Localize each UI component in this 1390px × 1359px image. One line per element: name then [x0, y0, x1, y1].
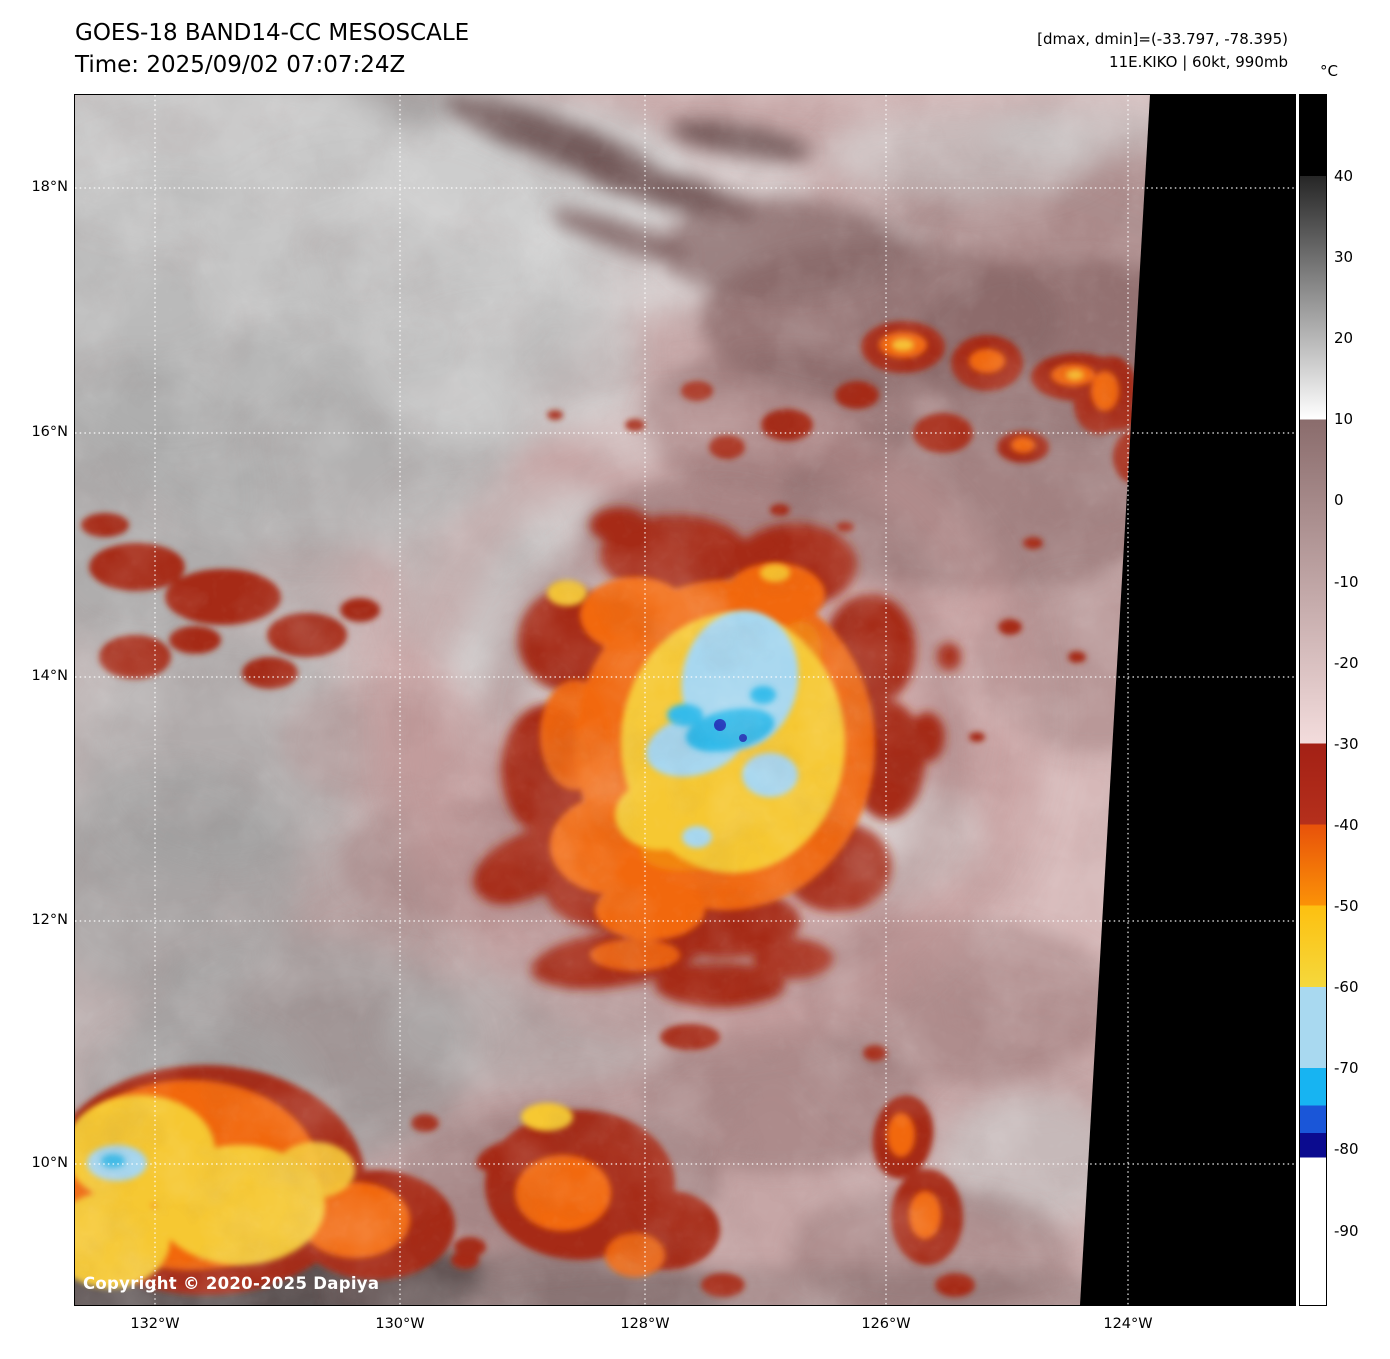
colorbar-tick-m80: -80 — [1334, 1140, 1359, 1158]
colorbar — [1299, 94, 1327, 1306]
copyright-text: Copyright © 2020-2025 Dapiya — [83, 1274, 380, 1293]
timestamp-label: Time: 2025/09/02 07:07:24Z — [75, 52, 406, 78]
colorbar-tick-m90: -90 — [1334, 1222, 1359, 1240]
lat-tick-10n: 10°N — [31, 1155, 68, 1171]
colorbar-tick-m70: -70 — [1334, 1059, 1359, 1077]
colorbar-tick-m50: -50 — [1334, 897, 1359, 915]
colorbar-tick-m60: -60 — [1334, 978, 1359, 996]
satellite-image — [75, 95, 1295, 1305]
lat-tick-14n: 14°N — [31, 668, 68, 684]
colorbar-tick-m20: -20 — [1334, 654, 1359, 672]
colorbar-tick-m30: -30 — [1334, 735, 1359, 753]
colorbar-tick-40: 40 — [1334, 167, 1354, 185]
colorbar-tick-20: 20 — [1334, 329, 1354, 347]
map-frame: Copyright © 2020-2025 Dapiya — [74, 94, 1296, 1306]
colorbar-tick-m10: -10 — [1334, 573, 1359, 591]
lat-tick-12n: 12°N — [31, 912, 68, 928]
grid-lines — [75, 95, 1295, 1305]
lat-tick-18n: 18°N — [31, 179, 68, 195]
page-title: GOES-18 BAND14-CC MESOSCALE — [75, 20, 470, 46]
lon-tick-128w: 128°W — [620, 1316, 670, 1332]
colorbar-tick-m40: -40 — [1334, 816, 1359, 834]
lon-tick-124w: 124°W — [1103, 1316, 1153, 1332]
no-data-sector — [1080, 95, 1295, 1305]
colorbar-unit-label: °C — [1320, 62, 1338, 80]
noise-fine — [75, 95, 1295, 1305]
colorbar-tick-30: 30 — [1334, 248, 1354, 266]
lat-tick-16n: 16°N — [31, 424, 68, 440]
storm-info-label: 11E.KIKO | 60kt, 990mb — [1109, 53, 1288, 71]
lon-tick-132w: 132°W — [130, 1316, 180, 1332]
dmax-dmin-label: [dmax, dmin]=(-33.797, -78.395) — [1037, 30, 1288, 48]
colorbar-tick-10: 10 — [1334, 410, 1354, 428]
lon-tick-126w: 126°W — [861, 1316, 911, 1332]
lon-tick-130w: 130°W — [375, 1316, 425, 1332]
colorbar-tick-0: 0 — [1334, 491, 1344, 509]
